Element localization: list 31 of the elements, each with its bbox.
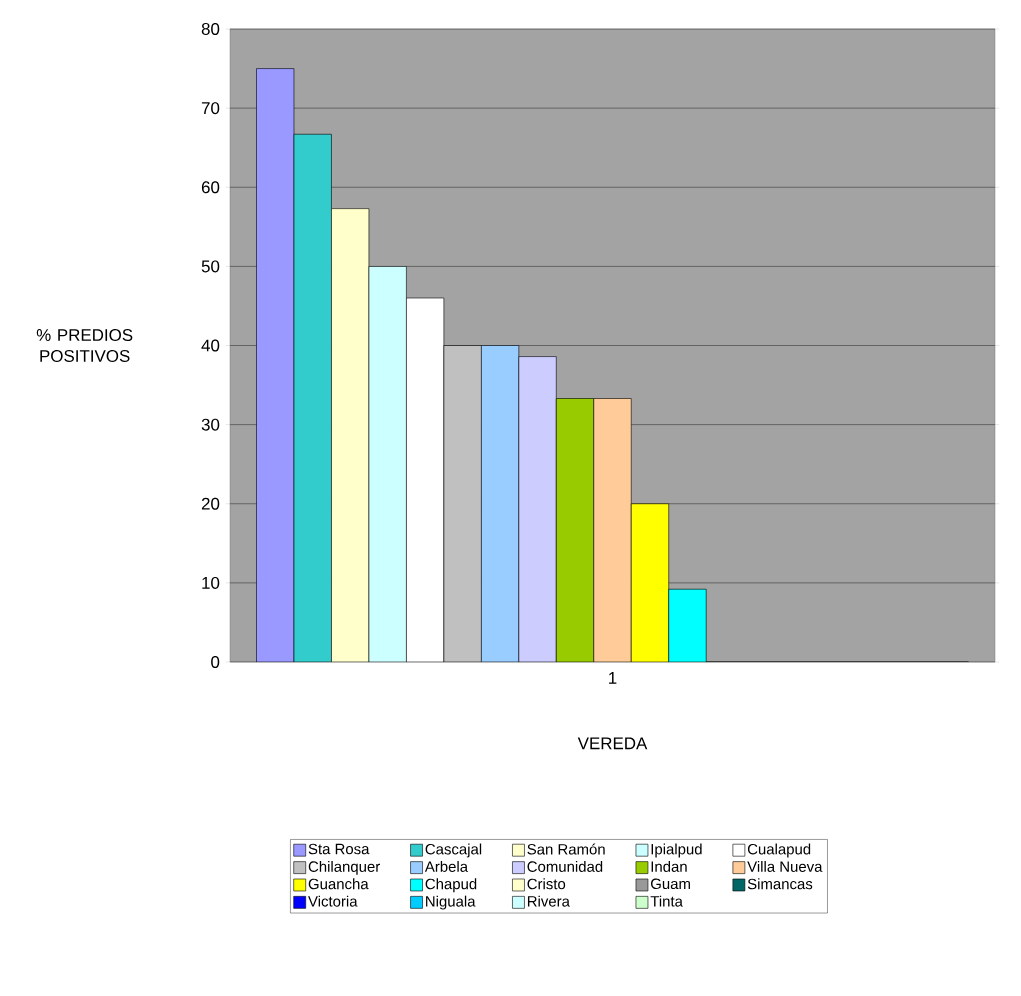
y-tick-label: 60 [201, 181, 220, 194]
legend-label: Sta Rosa [308, 843, 370, 855]
y-tick-label: 50 [201, 260, 220, 273]
x-tick-label: 1 [609, 672, 617, 684]
legend-label: Cualapud [747, 843, 811, 858]
y-tick-label: 20 [201, 497, 220, 510]
legend-label: Guam [650, 878, 690, 890]
y-tick-label: 80 [201, 23, 220, 35]
legend-label: Cascajal [425, 843, 482, 858]
y-tick-label: 0 [211, 656, 220, 668]
legend-label: Indan [651, 860, 687, 872]
legend-label: San Ramón [527, 843, 605, 855]
legend-label: Guancha [308, 878, 369, 890]
y-tick-label: 70 [201, 102, 220, 115]
legend-label: Villa Nueva [747, 860, 823, 872]
legend-label: Rivera [527, 895, 570, 907]
y-axis-title: % PREDIOS POSITIVOS [36, 329, 133, 362]
y-tick-label: 30 [201, 418, 220, 431]
legend-label: Chapud [425, 878, 477, 893]
legend-label: Comunidad [527, 860, 603, 872]
x-axis-title: VEREDA [577, 737, 648, 750]
legend-label: Tinta [650, 895, 683, 907]
legend-label: Simancas [747, 878, 813, 890]
legend-label: Chilanquer [308, 860, 380, 875]
legend-label: Victoria [308, 895, 358, 907]
legend-label: Arbela [424, 860, 469, 872]
y-tick-label: 10 [202, 576, 220, 589]
legend-label: Ipialpud [651, 843, 702, 858]
y-tick-label: 40 [201, 339, 220, 352]
legend-label: Niguala [426, 895, 476, 910]
legend-label: Cristo [527, 878, 566, 890]
